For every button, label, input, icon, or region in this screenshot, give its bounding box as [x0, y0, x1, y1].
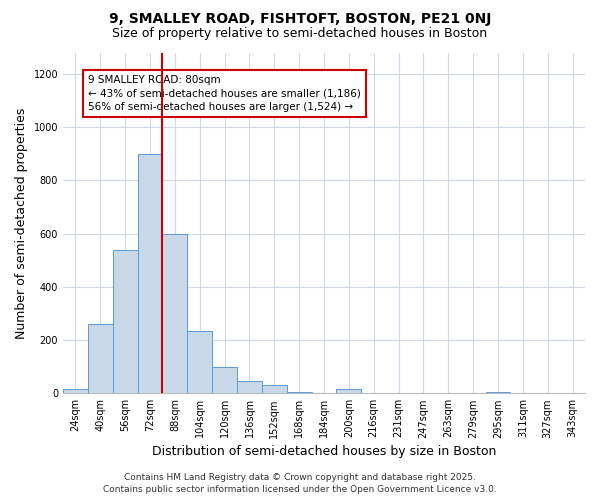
Bar	[113, 250, 137, 394]
Bar	[237, 381, 262, 394]
Bar	[163, 234, 187, 394]
Bar	[485, 392, 511, 394]
X-axis label: Distribution of semi-detached houses by size in Boston: Distribution of semi-detached houses by …	[152, 444, 496, 458]
Text: 9, SMALLEY ROAD, FISHTOFT, BOSTON, PE21 0NJ: 9, SMALLEY ROAD, FISHTOFT, BOSTON, PE21 …	[109, 12, 491, 26]
Bar	[287, 392, 311, 394]
Bar	[187, 330, 212, 394]
Y-axis label: Number of semi-detached properties: Number of semi-detached properties	[15, 107, 28, 338]
Text: 9 SMALLEY ROAD: 80sqm
← 43% of semi-detached houses are smaller (1,186)
56% of s: 9 SMALLEY ROAD: 80sqm ← 43% of semi-deta…	[88, 75, 361, 112]
Bar	[63, 390, 88, 394]
Bar	[212, 366, 237, 394]
Bar	[337, 390, 361, 394]
Text: Contains HM Land Registry data © Crown copyright and database right 2025.
Contai: Contains HM Land Registry data © Crown c…	[103, 472, 497, 494]
Bar	[262, 385, 287, 394]
Bar	[88, 324, 113, 394]
Bar	[137, 154, 163, 394]
Text: Size of property relative to semi-detached houses in Boston: Size of property relative to semi-detach…	[112, 28, 488, 40]
